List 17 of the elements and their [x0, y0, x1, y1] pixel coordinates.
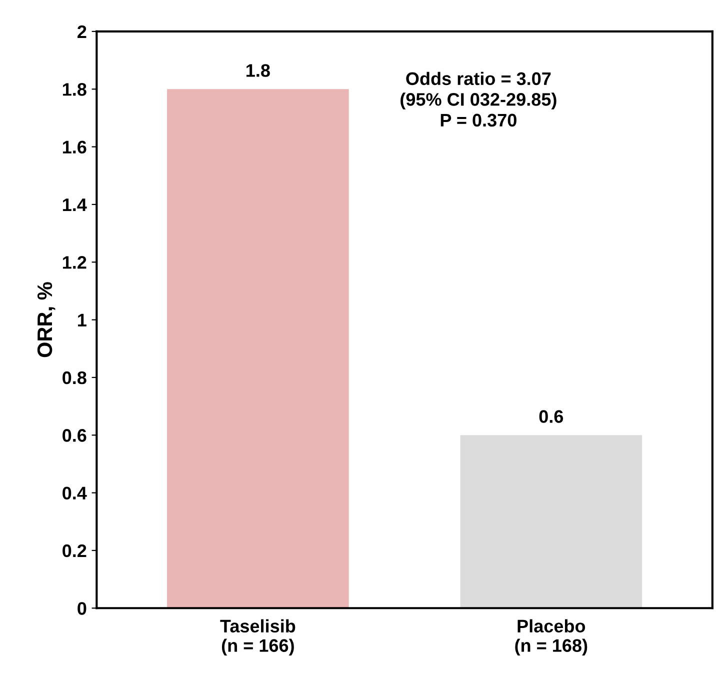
data-label: 1.8: [246, 64, 270, 77]
y-tick-label: 0.2: [62, 544, 86, 558]
y-tick-label: 2: [78, 25, 86, 38]
y-tick-label: 1.8: [62, 83, 86, 96]
y-tick-label: 0.6: [62, 429, 86, 442]
y-tick-label: 1.4: [62, 198, 87, 211]
y-tick-label: 0.8: [62, 371, 86, 384]
y-tick-label: 0.4: [62, 486, 87, 500]
y-tick-label: 1.2: [62, 256, 86, 269]
data-label: 0.6: [539, 410, 564, 423]
y-tick-label: 1.6: [62, 140, 86, 154]
y-tick-label: 1: [78, 314, 86, 326]
y-tick-label: 0: [78, 602, 86, 615]
x-tick-label: Taselisib (n = 166): [220, 619, 296, 656]
annotation: Odds ratio = 3.07 (95% CI 032-29.85) P = 0.370: [400, 72, 556, 127]
y-axis-title: ORR, %: [37, 282, 56, 358]
x-tick-label: Placebo (n = 168): [515, 619, 588, 656]
